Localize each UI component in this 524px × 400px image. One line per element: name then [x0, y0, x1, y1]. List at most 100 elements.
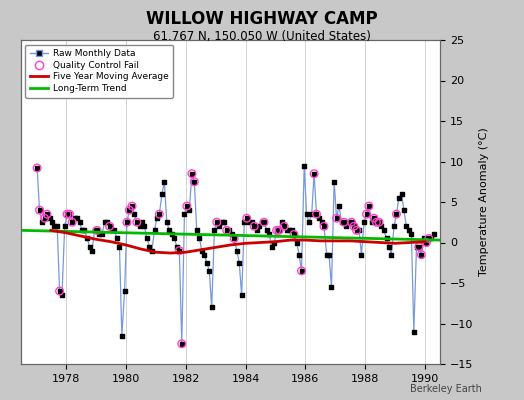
- Point: [210, 227, 219, 234]
- Point: [160, 178, 169, 185]
- Point: [424, 235, 433, 242]
- Point: [43, 211, 51, 217]
- Point: [422, 239, 431, 246]
- Point: [118, 332, 126, 339]
- Point: [422, 239, 431, 246]
- Point: [370, 215, 378, 222]
- Point: [190, 178, 199, 185]
- Point: [372, 219, 380, 226]
- Point: [270, 239, 278, 246]
- Point: [121, 288, 129, 294]
- Point: [385, 243, 393, 250]
- Point: [98, 231, 106, 238]
- Point: [260, 219, 268, 226]
- Point: [407, 231, 416, 238]
- Point: [312, 211, 321, 217]
- Point: [345, 219, 353, 226]
- Point: [362, 211, 370, 217]
- Point: [138, 219, 146, 226]
- Point: [215, 223, 223, 230]
- Y-axis label: Temperature Anomaly (°C): Temperature Anomaly (°C): [479, 128, 489, 276]
- Point: [66, 211, 74, 217]
- Point: [75, 219, 84, 226]
- Point: [233, 247, 241, 254]
- Point: [128, 203, 136, 209]
- Point: [125, 207, 134, 213]
- Point: [178, 340, 186, 347]
- Text: WILLOW HIGHWAY CAMP: WILLOW HIGHWAY CAMP: [146, 10, 378, 28]
- Point: [33, 165, 41, 171]
- Point: [414, 243, 423, 250]
- Point: [387, 252, 396, 258]
- Point: [95, 231, 104, 238]
- Point: [46, 215, 54, 222]
- Point: [133, 219, 141, 226]
- Point: [402, 223, 410, 230]
- Point: [217, 219, 226, 226]
- Point: [375, 219, 383, 226]
- Point: [235, 260, 244, 266]
- Point: [113, 235, 121, 242]
- Point: [318, 219, 326, 226]
- Point: [140, 223, 148, 230]
- Point: [322, 252, 331, 258]
- Point: [225, 227, 234, 234]
- Point: [360, 219, 368, 226]
- Point: [243, 215, 251, 222]
- Point: [170, 235, 179, 242]
- Point: [183, 203, 191, 209]
- Point: [257, 219, 266, 226]
- Point: [295, 252, 303, 258]
- Point: [223, 227, 231, 234]
- Point: [412, 243, 421, 250]
- Point: [58, 292, 66, 298]
- Point: [414, 243, 423, 250]
- Point: [152, 215, 161, 222]
- Point: [40, 215, 49, 222]
- Point: [353, 227, 361, 234]
- Point: [347, 219, 356, 226]
- Point: [115, 243, 124, 250]
- Point: [178, 340, 186, 347]
- Point: [430, 231, 438, 238]
- Point: [335, 203, 343, 209]
- Point: [125, 207, 134, 213]
- Point: [282, 227, 291, 234]
- Point: [278, 219, 286, 226]
- Point: [230, 235, 238, 242]
- Point: [108, 227, 116, 234]
- Point: [260, 219, 268, 226]
- Point: [380, 227, 388, 234]
- Point: [123, 219, 131, 226]
- Point: [48, 219, 56, 226]
- Point: [290, 231, 298, 238]
- Point: [183, 203, 191, 209]
- Point: [33, 165, 41, 171]
- Point: [427, 235, 435, 242]
- Point: [50, 223, 59, 230]
- Point: [355, 227, 363, 234]
- Point: [162, 219, 171, 226]
- Point: [285, 227, 293, 234]
- Point: [243, 215, 251, 222]
- Point: [362, 211, 370, 217]
- Point: [365, 203, 373, 209]
- Point: [312, 211, 321, 217]
- Point: [100, 219, 108, 226]
- Point: [38, 219, 47, 226]
- Point: [188, 170, 196, 177]
- Point: [145, 243, 154, 250]
- Point: [35, 207, 43, 213]
- Point: [73, 215, 81, 222]
- Point: [367, 219, 376, 226]
- Point: [105, 223, 114, 230]
- Point: [320, 223, 328, 230]
- Point: [302, 211, 311, 217]
- Point: [417, 252, 425, 258]
- Point: [395, 195, 403, 201]
- Point: [297, 268, 305, 274]
- Point: [420, 235, 428, 242]
- Point: [377, 223, 386, 230]
- Point: [280, 223, 288, 230]
- Point: [405, 227, 413, 234]
